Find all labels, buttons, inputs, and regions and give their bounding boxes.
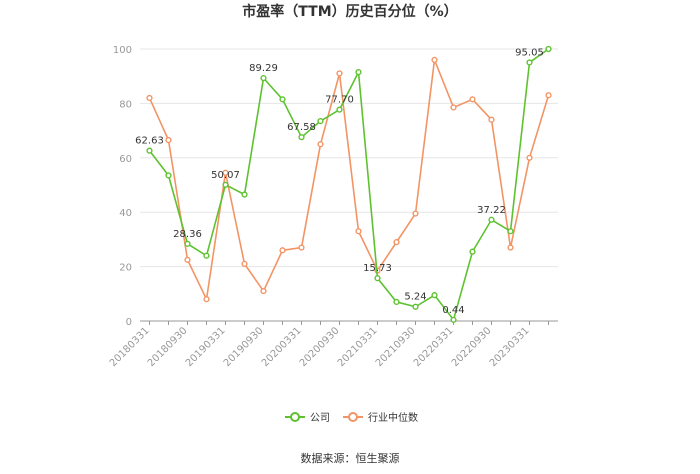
legend-marker-company (290, 412, 300, 422)
series-1-point-19 (507, 244, 514, 251)
series-0-point-19 (507, 228, 514, 235)
y-tick-label-80: 80 (119, 99, 132, 110)
series-0-point-21 (545, 45, 552, 53)
series-1-point-4 (222, 169, 229, 176)
series-1-point-18 (488, 116, 495, 123)
data-label-8: 67.58 (287, 122, 316, 133)
data-label-14: 5.24 (404, 292, 426, 303)
x-tick-label-20200331: 20200331 (260, 325, 304, 369)
series-line-1 (148, 59, 550, 301)
series-0-point-7 (279, 96, 286, 103)
series-1-point-16 (450, 104, 457, 111)
x-tick-label-20190331: 20190331 (184, 325, 228, 369)
series-1-point-7 (279, 247, 286, 254)
y-tick-label-0: 0 (126, 317, 132, 328)
series-1-point-10 (336, 70, 343, 77)
series-1-point-11 (355, 228, 362, 235)
x-tick-label-20210331: 20210331 (336, 325, 380, 369)
legend-label-industry: 行业中位数 (368, 411, 418, 424)
data-label-10: 77.70 (325, 95, 354, 106)
x-tick-label-20230331: 20230331 (488, 325, 532, 369)
x-tick-label-20200930: 20200930 (298, 325, 342, 369)
series-0-point-20 (526, 59, 533, 66)
series-0-point-17 (469, 248, 476, 255)
legend-label-company: 公司 (310, 413, 330, 424)
x-tick-label-20210930: 20210930 (374, 325, 418, 369)
series-0-point-11 (355, 69, 362, 76)
series-1-point-20 (526, 154, 533, 161)
series-1-point-1 (165, 137, 172, 144)
data-label-4: 50.07 (211, 170, 240, 181)
legend-item-company[interactable]: 公司 (285, 412, 330, 424)
chart-title: 市盈率（TTM）历史百分位（%） (242, 3, 457, 20)
data-label-2: 28.36 (173, 229, 202, 240)
series-1-point-15 (431, 56, 438, 63)
series-0-point-3 (203, 252, 210, 259)
x-tick-label-20180331: 20180331 (108, 325, 152, 369)
series-1-point-14 (412, 210, 419, 217)
series-0-point-12 (374, 275, 381, 282)
series-1-point-3 (203, 296, 210, 303)
series-1-point-9 (317, 141, 324, 148)
x-tick-label-20220331: 20220331 (412, 325, 456, 369)
series-0-point-13 (393, 298, 400, 306)
data-labels: 62.63 28.36 50.07 89.29 67.58 77.70 15.73 5.24 0… (135, 47, 544, 315)
x-axis: 2018033120180930201903312019093020200331… (108, 320, 558, 369)
series-1-point-21 (545, 92, 552, 99)
series-0-point-2 (184, 240, 191, 247)
series-0-point-15 (431, 292, 438, 299)
series-0-point-1 (165, 172, 172, 179)
series-0-point-16 (450, 316, 457, 323)
legend-item-industry[interactable]: 行业中位数 (343, 411, 418, 424)
series-0-point-4 (222, 181, 229, 188)
series-1-point-0 (146, 94, 153, 102)
legend[interactable]: 公司 行业中位数 (285, 411, 418, 424)
series-0-point-14 (412, 303, 419, 310)
series-1-point-6 (260, 287, 267, 295)
series-1-point-8 (298, 244, 305, 251)
series-0-point-5 (241, 191, 248, 198)
series-1-point-17 (469, 96, 476, 103)
y-tick-label-60: 60 (119, 154, 132, 165)
y-axis: 0 20 40 60 80 100 (113, 45, 132, 328)
data-label-20: 95.05 (515, 47, 544, 58)
x-tick-label-20180930: 20180930 (146, 325, 190, 369)
series-0-point-8 (298, 134, 305, 141)
series-layer (146, 45, 552, 323)
source-note: 数据来源：恒生聚源 (301, 451, 400, 465)
series-0-point-6 (260, 75, 267, 82)
series-1-point-13 (393, 239, 400, 246)
data-label-18: 37.22 (477, 205, 506, 216)
x-tick-label-20220930: 20220930 (450, 325, 494, 369)
series-0-point-9 (317, 117, 324, 125)
data-label-12: 15.73 (363, 263, 392, 274)
y-tick-label-100: 100 (113, 45, 132, 56)
x-tick-label-20190930: 20190930 (222, 325, 266, 369)
series-0-point-10 (336, 106, 343, 113)
series-line-0 (148, 48, 549, 321)
legend-marker-industry (348, 412, 358, 422)
y-tick-label-20: 20 (119, 263, 132, 274)
series-0-point-0 (146, 147, 153, 154)
data-label-16: 0.44 (442, 305, 464, 316)
series-0-point-18 (488, 216, 495, 223)
data-label-0: 62.63 (135, 136, 164, 147)
data-label-6: 89.29 (249, 63, 278, 74)
series-1-point-2 (184, 256, 191, 263)
series-1-point-5 (241, 260, 248, 267)
y-tick-label-40: 40 (119, 208, 132, 219)
